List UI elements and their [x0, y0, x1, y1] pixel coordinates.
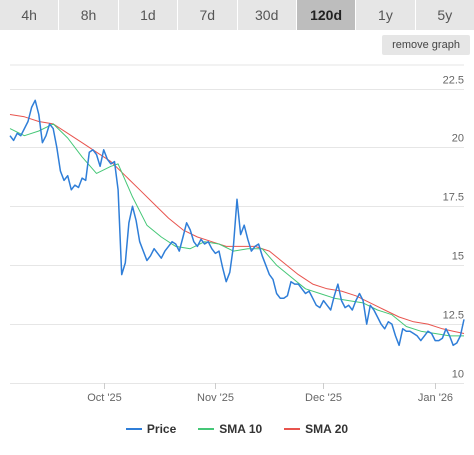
price-series-line — [9, 99, 465, 347]
legend-label-sma-20: SMA 20 — [305, 422, 349, 436]
legend-swatch-price — [125, 428, 142, 430]
sma-10-series-line — [9, 123, 464, 337]
legend-item-sma-20[interactable]: SMA 20 — [284, 420, 348, 438]
range-tabs: 4h 8h 1d 7d 30d 120d 1y 5y — [0, 0, 474, 30]
y-tick-label: 17.5 — [443, 192, 464, 204]
legend-item-sma-10[interactable]: SMA 10 — [198, 420, 262, 438]
y-tick-label: 12.5 — [443, 310, 464, 322]
tab-120d[interactable]: 120d — [296, 0, 357, 30]
tab-1y[interactable]: 1y — [356, 0, 416, 30]
tab-1d[interactable]: 1d — [119, 0, 179, 30]
y-tick-label: 10 — [452, 369, 464, 381]
legend-label-sma-10: SMA 10 — [219, 422, 263, 436]
tab-7d[interactable]: 7d — [178, 0, 238, 30]
x-tick-label: Jan '26 — [418, 392, 453, 404]
remove-graph-button[interactable]: remove graph — [382, 35, 470, 55]
y-tick-label: 22.5 — [443, 75, 464, 87]
series-layer — [9, 99, 465, 347]
y-tick-label: 20 — [452, 133, 464, 145]
tab-30d[interactable]: 30d — [238, 0, 297, 30]
legend-swatch-sma-10 — [198, 428, 215, 430]
y-tick-label: 15 — [452, 251, 464, 263]
axis-layer: 10 12.5 15 17.5 20 22.5 Oct '25 Nov '25 Dec '25 J… — [87, 75, 464, 405]
chart-legend: Price SMA 10 SMA 20 — [0, 420, 474, 438]
legend-swatch-sma-20 — [284, 428, 301, 430]
x-tick-label: Oct '25 — [87, 392, 122, 404]
legend-label-price: Price — [146, 422, 177, 436]
tab-5y[interactable]: 5y — [437, 7, 453, 23]
x-tick-label: Nov '25 — [197, 392, 234, 404]
x-tick-label: Dec '25 — [305, 392, 342, 404]
legend-item-price[interactable]: Price — [125, 420, 177, 438]
sma-20-series-line — [9, 114, 465, 334]
tab-8h[interactable]: 8h — [59, 0, 119, 30]
tab-4h[interactable]: 4h — [0, 0, 60, 30]
